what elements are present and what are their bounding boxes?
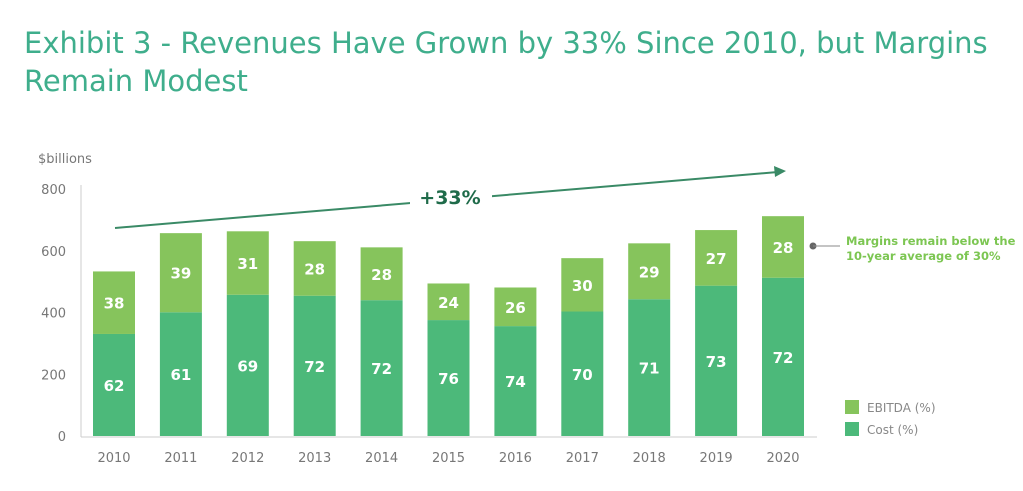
growth-label: +33%: [419, 187, 480, 209]
x-tick-label: 2018: [633, 451, 666, 466]
bar-cost: [93, 333, 135, 436]
annotation-line-1: Margins remain below the: [846, 234, 1016, 248]
bar-group-2011: 61 39: [159, 233, 202, 436]
chart-title: Exhibit 3 - Revenues Have Grown by 33% S…: [24, 26, 988, 98]
y-tick-label: 0: [58, 430, 66, 445]
legend-label-cost: Cost (%): [867, 423, 918, 437]
x-tick-label: 2017: [566, 451, 599, 466]
x-tick-label: 2014: [365, 451, 398, 466]
bar-group-2017: 70 30: [561, 258, 604, 436]
bar-ebitda: [360, 247, 403, 301]
bar-label-cost: 70: [572, 366, 593, 384]
growth-arrow: +33%: [114, 166, 786, 229]
x-tick-label: 2019: [700, 451, 733, 466]
x-tick-label: 2015: [432, 451, 465, 466]
bar-label-cost: 74: [505, 373, 526, 391]
legend: EBITDA (%) Cost (%): [845, 400, 936, 437]
bar-label-cost: 62: [104, 377, 125, 395]
bar-label-ebitda: 28: [773, 239, 794, 257]
bar-label-cost: 72: [773, 349, 794, 367]
bar-cost: [762, 277, 804, 436]
bar-label-cost: 73: [706, 353, 727, 371]
bar-cost: [695, 285, 738, 436]
bar-label-ebitda: 29: [639, 263, 660, 281]
bar-label-cost: 71: [639, 360, 660, 378]
bar-group-2019: 73 27: [695, 230, 738, 436]
bar-cost: [293, 295, 336, 436]
bar-label-cost: 69: [237, 357, 258, 375]
bar-group-2013: 72 28: [293, 241, 336, 436]
x-tick-label: 2013: [298, 451, 331, 466]
bar-ebitda: [494, 287, 537, 327]
margin-annotation: Margins remain below the 10-year average…: [809, 234, 1016, 263]
bar-ebitda: [93, 271, 135, 334]
bar-ebitda: [226, 231, 269, 295]
bar-label-ebitda: 26: [505, 299, 526, 317]
bar-cost: [427, 320, 470, 436]
bar-ebitda: [695, 230, 738, 286]
bar-label-cost: 72: [304, 358, 325, 376]
bar-label-ebitda: 31: [237, 255, 258, 273]
bar-cost: [159, 312, 202, 436]
x-tick-label: 2016: [499, 451, 532, 466]
bar-group-2014: 72 28: [360, 247, 403, 436]
legend-label-ebitda: EBITDA (%): [867, 401, 936, 415]
x-tick-label: 2020: [766, 451, 799, 466]
bar-ebitda: [159, 233, 202, 313]
bar-label-cost: 76: [438, 370, 459, 388]
y-tick-label: 800: [41, 183, 66, 198]
bar-label-ebitda: 39: [170, 265, 191, 283]
x-tick-label: 2011: [164, 451, 197, 466]
bar-cost: [360, 300, 403, 436]
bar-ebitda: [561, 258, 604, 312]
bar-label-ebitda: 24: [438, 294, 459, 312]
bar-ebitda: [762, 216, 804, 278]
y-tick-label: 400: [41, 307, 66, 322]
bar-group-2010: 62 38: [93, 271, 135, 436]
bar-group-2012: 69 31: [226, 231, 269, 436]
bar-group-2018: 71 29: [628, 243, 671, 436]
bar-group-2015: 76 24: [427, 283, 470, 436]
bar-label-ebitda: 27: [706, 250, 727, 268]
bar-label-ebitda: 28: [304, 260, 325, 278]
bar-ebitda: [293, 241, 336, 296]
legend-swatch-ebitda: [845, 400, 859, 414]
legend-swatch-cost: [845, 422, 859, 436]
bar-ebitda: [427, 283, 470, 321]
bar-cost: [628, 299, 671, 436]
y-axis-label: $billions: [38, 152, 92, 167]
bar-group-2020: 72 28: [762, 216, 804, 436]
y-tick-label: 200: [41, 368, 66, 383]
bar-label-cost: 61: [170, 366, 191, 384]
y-tick-label: 600: [41, 245, 66, 260]
x-tick-label: 2012: [231, 451, 264, 466]
arrow-head-icon: [774, 166, 786, 177]
bar-label-ebitda: 30: [572, 277, 593, 295]
bar-label-cost: 72: [371, 360, 392, 378]
bar-label-ebitda: 38: [104, 295, 125, 313]
bar-cost: [561, 311, 604, 436]
bar-ebitda: [628, 243, 671, 300]
bar-cost: [494, 326, 537, 436]
annotation-line-2: 10-year average of 30%: [846, 249, 1001, 263]
x-tick-label: 2010: [97, 451, 130, 466]
bar-cost: [226, 294, 269, 436]
bar-group-2016: 74 26: [494, 287, 537, 436]
bar-label-ebitda: 28: [371, 266, 392, 284]
